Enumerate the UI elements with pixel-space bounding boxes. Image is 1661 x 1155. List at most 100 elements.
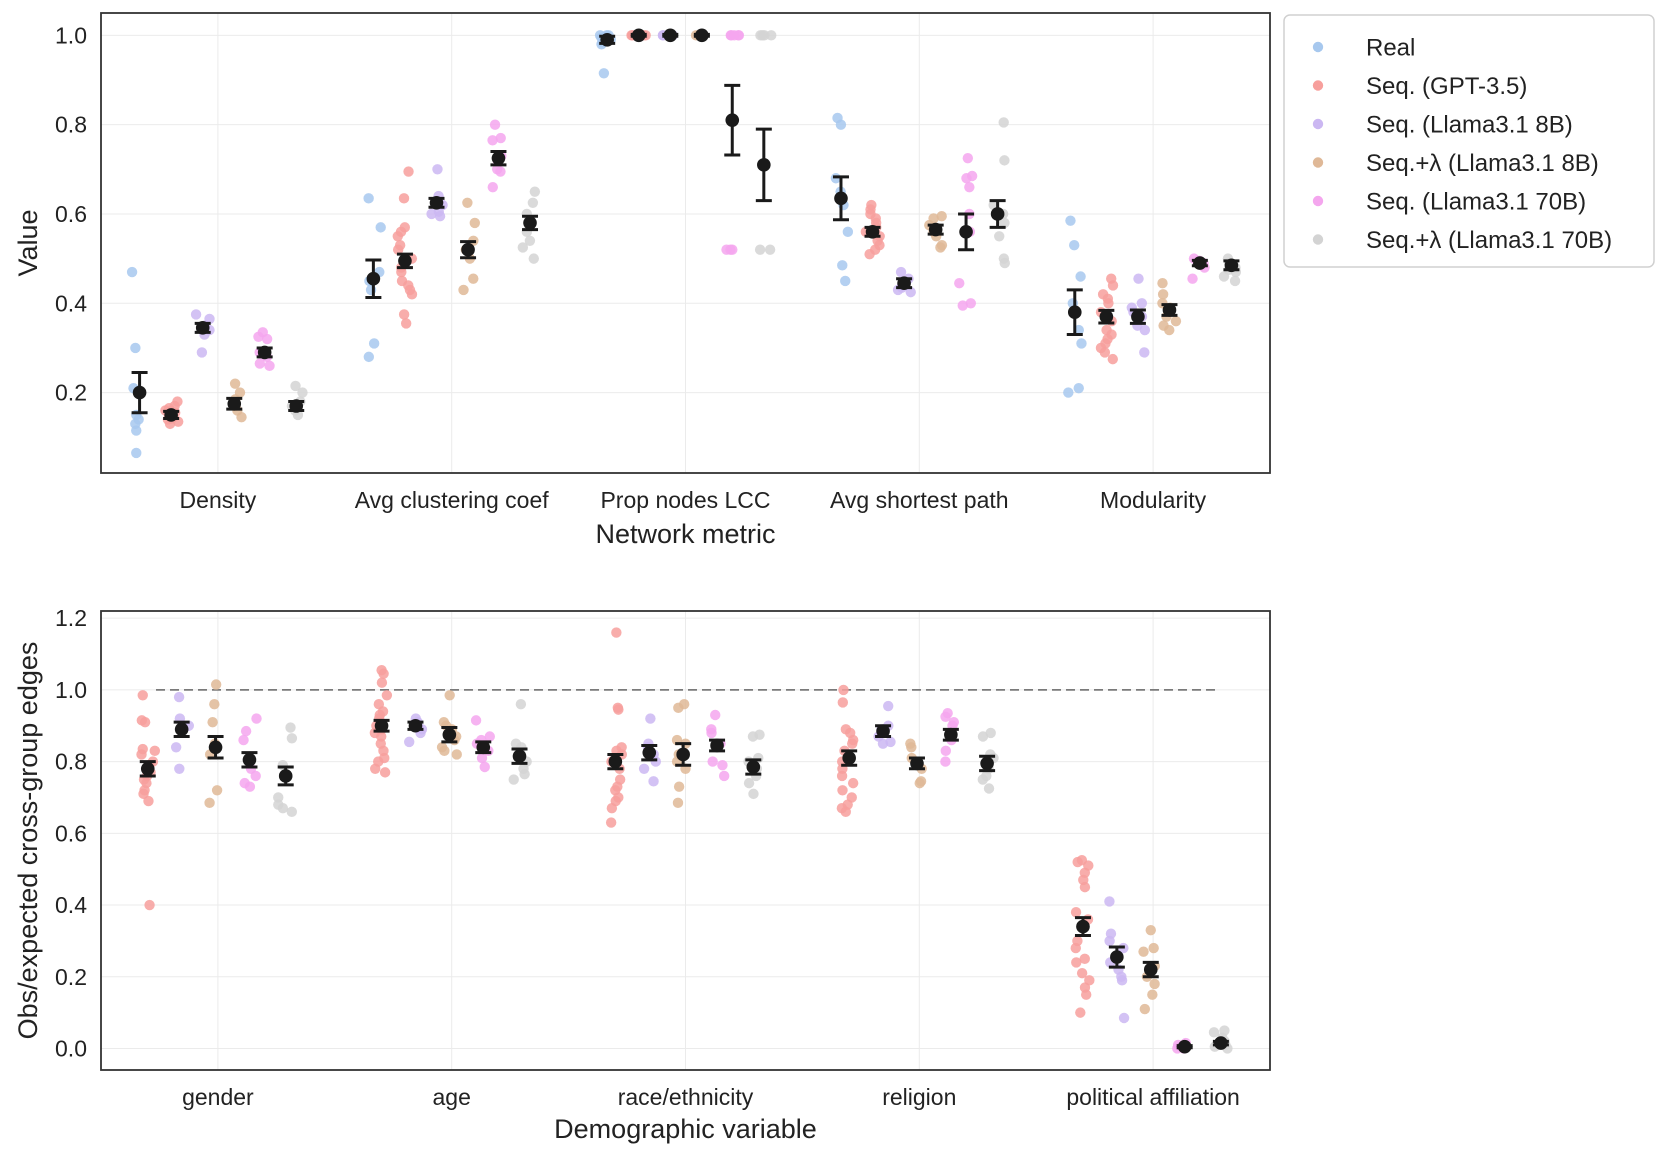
data-point-real: [1069, 240, 1080, 251]
mean-marker-l70lam: [512, 749, 527, 764]
data-point-l70lam: [764, 244, 776, 255]
x-tick-label: race/ethnicity: [618, 1084, 754, 1110]
y-tick-label: 0.2: [55, 964, 87, 990]
data-point-l8: [638, 763, 650, 774]
data-point-l8: [1118, 1012, 1130, 1024]
data-point-l70: [495, 166, 506, 177]
y-tick-label: 0.4: [55, 290, 87, 316]
data-point-l70lam: [285, 722, 296, 733]
mean-marker-l70lam: [523, 216, 537, 230]
data-point-real: [363, 193, 374, 204]
mean-marker-l70: [1177, 1039, 1192, 1054]
data-point-gpt35: [381, 690, 393, 701]
data-point-gpt35: [837, 697, 849, 708]
data-point-l8lam: [468, 273, 479, 284]
mean-marker-l8: [408, 718, 423, 733]
data-point-l70lam: [273, 792, 284, 803]
y-tick-label: 1.0: [55, 22, 87, 48]
data-point-l70lam: [748, 788, 759, 800]
mean-marker-l70: [959, 225, 973, 239]
mean-marker-l8: [897, 276, 911, 290]
data-point-l8: [1116, 975, 1128, 986]
mean-marker-l70lam: [1214, 1036, 1228, 1050]
mean-marker-real: [834, 191, 848, 206]
data-point-l70: [940, 745, 951, 757]
data-point-gpt35: [1070, 907, 1082, 918]
mean-marker-l8lam: [695, 28, 709, 43]
data-point-gpt35: [1072, 856, 1083, 868]
x-axis-label: Demographic variable: [554, 1114, 817, 1144]
plot-frame: [100, 610, 1271, 1071]
data-point-l8lam: [204, 797, 215, 809]
data-point-real: [130, 342, 141, 354]
mean-marker-real: [600, 32, 614, 47]
legend-label-l8: Seq. (Llama3.1 8B): [1366, 112, 1573, 139]
data-point-l70: [479, 761, 490, 773]
data-point-gpt35: [1071, 957, 1082, 968]
data-point-l70lam: [998, 117, 1009, 128]
data-point-l8lam: [469, 217, 481, 229]
y-tick-label: 0.6: [55, 820, 87, 846]
mean-marker-l70: [476, 740, 491, 755]
data-point-gpt35: [143, 795, 154, 807]
data-point-l8lam: [673, 781, 685, 792]
x-tick-label: Density: [180, 487, 257, 513]
mean-marker-gpt35: [374, 718, 389, 733]
data-point-l70lam: [297, 387, 308, 398]
data-point-l70: [721, 244, 732, 255]
data-point-l70: [965, 298, 976, 309]
data-point-l8lam: [1164, 324, 1175, 336]
data-point-l8: [1139, 324, 1151, 336]
data-point-real: [1075, 271, 1086, 282]
mean-marker-l8: [195, 321, 210, 335]
data-point-l70lam: [286, 733, 298, 744]
mean-marker-l70lam: [990, 207, 1005, 221]
data-point-l70lam: [517, 242, 529, 253]
mean-marker-l8: [642, 745, 657, 760]
mean-marker-real: [1067, 305, 1082, 320]
y-tick-label: 0.0: [55, 1035, 87, 1061]
legend: Real Seq. (GPT-3.5) Seq. (Llama3.1 8B) Seq.…: [1283, 14, 1655, 268]
mean-marker-l8: [876, 724, 890, 738]
data-point-l70lam: [508, 774, 519, 785]
mean-marker-l8: [1131, 309, 1145, 324]
data-point-l8: [434, 211, 446, 222]
y-tick-label: 1.2: [55, 605, 87, 631]
mean-marker-l70lam: [746, 760, 761, 774]
data-point-l8: [174, 763, 185, 774]
data-point-l8lam: [1147, 989, 1158, 1000]
data-point-l8: [170, 742, 182, 753]
mean-marker-l8: [1110, 950, 1124, 964]
data-point-l70: [1187, 273, 1198, 284]
mean-marker-gpt35: [865, 225, 880, 239]
data-point-gpt35: [606, 803, 618, 814]
data-point-l70: [244, 781, 256, 792]
data-point-l70lam: [977, 731, 989, 742]
data-point-l8lam: [1149, 978, 1160, 990]
data-point-l8: [1136, 298, 1148, 309]
data-point-gpt35: [1107, 353, 1118, 365]
data-point-real: [842, 226, 854, 238]
x-tick-label: gender: [182, 1084, 254, 1110]
mean-marker-l8lam: [910, 756, 924, 771]
mean-marker-l8: [429, 196, 444, 210]
mean-marker-real: [366, 271, 381, 286]
data-point-l8lam: [1157, 289, 1169, 300]
data-point-l70: [961, 173, 972, 184]
data-point-gpt35: [398, 309, 410, 320]
data-point-l8lam: [1145, 924, 1156, 936]
data-point-l70: [940, 711, 951, 722]
data-point-l70: [476, 752, 488, 764]
data-point-l70lam: [754, 244, 766, 255]
mean-marker-l70: [1193, 256, 1207, 270]
data-point-gpt35: [1070, 942, 1081, 954]
data-point-l70lam: [286, 806, 297, 818]
y-tick-label: 0.8: [55, 749, 87, 775]
legend-marker-real: [1312, 41, 1324, 53]
legend-label-l70lam: Seq.+λ (Llama3.1 70B): [1366, 227, 1612, 254]
mean-marker-l70: [725, 113, 740, 127]
mean-marker-l8: [174, 722, 189, 737]
data-point-l8lam: [229, 378, 241, 389]
data-point-l70: [484, 731, 495, 742]
data-point-l8: [645, 713, 656, 724]
